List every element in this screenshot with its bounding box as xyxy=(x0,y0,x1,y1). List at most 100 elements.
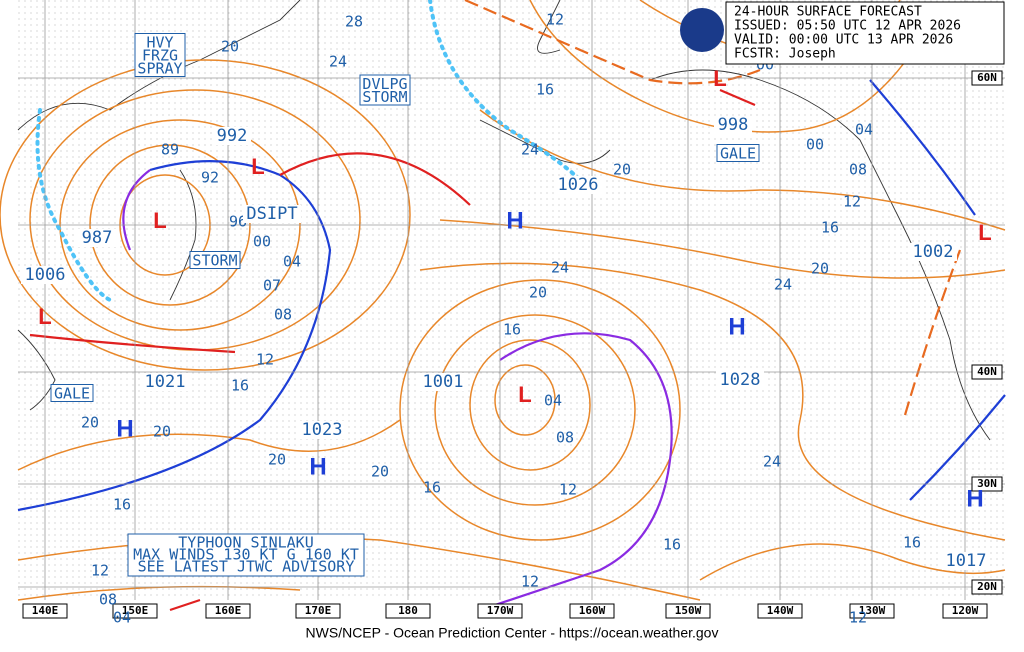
longitude-label: 170E xyxy=(305,604,332,617)
isobar-label: 12 xyxy=(849,609,867,627)
isobar-label: 04 xyxy=(283,253,301,271)
label-bg xyxy=(21,266,69,284)
isobar-label: 08 xyxy=(849,161,867,179)
label-bg xyxy=(243,205,301,223)
lon-label-bg xyxy=(569,603,615,619)
isobar-label: 07 xyxy=(263,277,281,295)
high-center: H xyxy=(728,313,745,340)
pressure-label: 1021 xyxy=(145,372,186,392)
fronts xyxy=(17,0,1006,612)
label-bg xyxy=(716,371,764,389)
lon-label-bg xyxy=(477,603,523,619)
isobar-label: 16 xyxy=(663,536,681,554)
longitude-label: 140E xyxy=(32,604,59,617)
pressure-label: DSIPT xyxy=(246,204,297,224)
warning-label: GALE xyxy=(54,384,90,402)
label-bg xyxy=(298,421,346,439)
pressure-label: 1017 xyxy=(946,551,987,571)
header-valid: VALID: 00:00 UTC 13 APR 2026 xyxy=(734,33,953,48)
pressure-label: 1001 xyxy=(423,372,464,392)
label-bg xyxy=(419,373,467,391)
pressure-label: 992 xyxy=(217,126,248,146)
lon-label-bg xyxy=(22,603,68,619)
low-center: L xyxy=(978,220,991,245)
isobar-label: 24 xyxy=(551,259,569,277)
lon-label-bg xyxy=(849,603,895,619)
pressure-label: 1028 xyxy=(720,370,761,390)
noaa-logo xyxy=(680,8,724,52)
isobar-label: 24 xyxy=(774,276,792,294)
typhoon-advisory: TYPHOON SINLAKU xyxy=(178,534,313,552)
warning-box xyxy=(189,251,241,269)
isobar-label: 20 xyxy=(613,161,631,179)
isobar-label: 16 xyxy=(503,321,521,339)
lon-label-bg xyxy=(205,603,251,619)
lat-label-bg xyxy=(971,476,1003,492)
isobar-label: 20 xyxy=(221,38,239,56)
lon-label-bg xyxy=(385,603,431,619)
warning-label: STORM xyxy=(192,251,237,269)
header-issued: ISSUED: 05:50 UTC 12 APR 2026 xyxy=(734,19,961,34)
warning-label: DVLPG STORM xyxy=(362,75,407,106)
isobar-label: 00 xyxy=(253,233,271,251)
high-center: H xyxy=(309,453,326,480)
isobar-label: 24 xyxy=(521,141,539,159)
high-center: H xyxy=(506,207,523,234)
latitude-label: 20N xyxy=(977,580,997,593)
isobar-label: 08 xyxy=(274,306,292,324)
longitude-label: 170W xyxy=(487,604,514,617)
high-center: H xyxy=(966,485,983,512)
isobar-label: 12 xyxy=(91,562,109,580)
isobar-label: 12 xyxy=(256,351,274,369)
typhoon-advisory: MAX WINDS 130 KT G 160 KT xyxy=(133,546,359,564)
label-bg xyxy=(78,229,116,247)
longitude-label: 140W xyxy=(767,604,794,617)
longitude-label: 160W xyxy=(579,604,606,617)
isobar-label: 04 xyxy=(544,392,562,410)
low-center: L xyxy=(251,154,264,179)
longitude-label: 150W xyxy=(675,604,702,617)
isobar-label: 92 xyxy=(201,169,219,187)
footer: NWS/NCEP - Ocean Prediction Center - htt… xyxy=(306,625,719,641)
label-bg xyxy=(554,176,602,194)
map-labels: 140E 150E 160E 170E 180 170W 160W 150W 140W 130W 1… xyxy=(21,11,1003,627)
lat-label-bg xyxy=(971,364,1003,380)
isobar-label: 16 xyxy=(536,81,554,99)
label-bg xyxy=(909,243,957,261)
isobar-label: 20 xyxy=(811,260,829,278)
isobar-label: 16 xyxy=(113,496,131,514)
longitude-label: 160E xyxy=(215,604,242,617)
high-center: H xyxy=(116,415,133,442)
warning-box xyxy=(134,33,186,77)
low-center: L xyxy=(38,304,51,329)
graticule xyxy=(18,0,1005,600)
isobar-label: 04 xyxy=(113,609,131,627)
latitude-label: 30N xyxy=(977,477,997,490)
warning-box xyxy=(359,74,411,106)
lat-label-bg xyxy=(971,70,1003,86)
latitude-label: 60N xyxy=(977,71,997,84)
coastlines xyxy=(17,0,991,441)
label-bg xyxy=(141,373,189,391)
lon-label-bg xyxy=(665,603,711,619)
longitude-label: 150E xyxy=(122,604,149,617)
isobar-label: 12 xyxy=(546,11,564,29)
isobar-label: 20 xyxy=(153,423,171,441)
isobar-label: 16 xyxy=(821,219,839,237)
isobar-label: 08 xyxy=(99,591,117,609)
header-forecaster: FCSTR: Joseph xyxy=(734,47,836,62)
isobar-label: 12 xyxy=(559,481,577,499)
longitude-label: 180 xyxy=(398,604,418,617)
latitude-label: 40N xyxy=(977,365,997,378)
warning-box xyxy=(716,144,760,162)
pressure-label: 1023 xyxy=(302,420,343,440)
label-bg xyxy=(213,127,251,145)
isobar-label: 00 xyxy=(806,136,824,154)
label-bg xyxy=(714,116,752,134)
isobar-label: 12 xyxy=(843,193,861,211)
label-bg xyxy=(942,552,990,570)
isobar-label: 20 xyxy=(81,414,99,432)
isobar-label: 96 xyxy=(229,213,247,231)
pressure-label: 1026 xyxy=(558,175,599,195)
